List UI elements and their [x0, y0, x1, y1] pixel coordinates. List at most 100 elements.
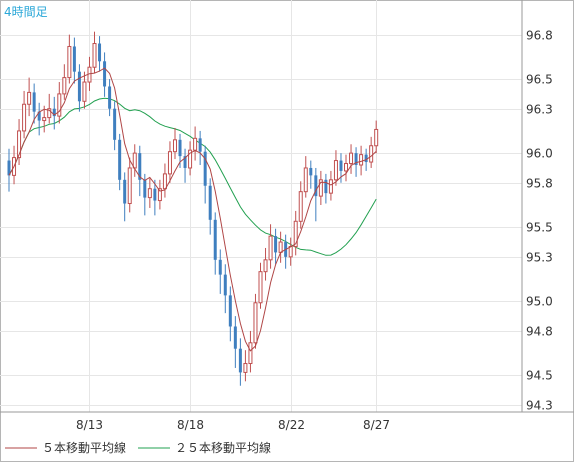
candle-body: [52, 108, 56, 117]
candle-body: [143, 179, 147, 198]
candle-body: [72, 46, 76, 72]
y-tick-label: 94.5: [526, 369, 553, 383]
candle-body: [203, 151, 207, 186]
candle-body: [359, 154, 364, 166]
candle-body: [147, 188, 152, 199]
legend-ma25-label: ２５本移動平均線: [175, 440, 271, 455]
candle-body: [228, 295, 232, 327]
candle-body: [243, 363, 248, 373]
candle-body: [233, 326, 237, 349]
candle-body: [183, 156, 187, 168]
candle-body: [103, 61, 107, 87]
y-tick-label: 94.8: [526, 325, 553, 339]
candle-body: [238, 348, 242, 373]
candle-body: [274, 236, 278, 253]
y-tick-labels: 96.8 96.5 96.3 96.0 95.8 95.5 95.3 95.0 94.8 94.5…: [526, 29, 553, 413]
y-tick-label: 96.5: [526, 73, 553, 87]
x-tick-label: 8/27: [363, 418, 390, 432]
candle-body: [178, 139, 182, 157]
candle-body: [349, 152, 354, 165]
candle-body: [42, 117, 47, 122]
candle-body: [318, 179, 323, 197]
legend-ma5-label: ５本移動平均線: [42, 440, 126, 455]
candle-body: [248, 342, 253, 365]
candle-body: [303, 167, 308, 193]
y-tick-label: 95.0: [526, 295, 553, 309]
candle-body: [278, 241, 283, 253]
candle-body: [263, 259, 268, 273]
candle-body: [108, 86, 112, 109]
candles: [7, 31, 379, 386]
candle-body: [132, 152, 137, 169]
candle-body: [268, 235, 273, 261]
candle-body: [324, 179, 328, 194]
candle-body: [369, 145, 374, 163]
candle-body: [37, 111, 41, 121]
legend: ５本移動平均線 ２５本移動平均線: [5, 440, 271, 455]
candle-body: [314, 175, 318, 197]
candle-body: [218, 259, 222, 275]
candle-body: [118, 139, 122, 180]
candle-body: [113, 108, 117, 140]
y-tick-label: 95.3: [526, 251, 553, 265]
candle-body: [67, 45, 72, 79]
y-tick-label: 95.8: [526, 177, 553, 191]
candle-body: [253, 302, 258, 344]
timeframe-label: 4時間足: [4, 5, 48, 19]
candle-body: [364, 154, 368, 163]
candle-body: [162, 173, 167, 190]
candle-body: [167, 151, 172, 175]
candle-body: [188, 149, 193, 169]
x-tick-label: 8/22: [278, 418, 305, 432]
ma5-line: [8, 67, 377, 352]
candle-body: [153, 188, 157, 201]
candle-body: [82, 81, 87, 102]
candle-body: [333, 160, 338, 181]
candle-body: [208, 185, 212, 220]
candle-body: [344, 163, 349, 172]
y-tick-label: 94.3: [526, 399, 553, 413]
candle-body: [92, 43, 97, 68]
candle-body: [98, 43, 102, 62]
candle-body: [27, 91, 32, 105]
candle-body: [288, 245, 293, 258]
candle-body: [193, 137, 198, 151]
y-tick-label: 96.0: [526, 147, 553, 161]
y-tick-label: 95.5: [526, 221, 553, 235]
candle-body: [223, 274, 227, 296]
y-tick-label: 96.8: [526, 29, 553, 43]
candle-body: [258, 271, 263, 304]
candle-body: [293, 220, 298, 247]
candle-body: [354, 153, 358, 165]
candle-body: [374, 128, 379, 147]
ma25-layer: [8, 97, 377, 256]
y-tick-label: 96.3: [526, 103, 553, 117]
candle-body: [198, 138, 202, 152]
candle-body: [172, 139, 177, 153]
x-tick-labels: 8/13 8/18 8/22 8/27: [76, 418, 390, 432]
x-tick-label: 8/18: [177, 418, 204, 432]
candle-body: [123, 179, 127, 204]
candle-body: [77, 71, 81, 102]
candle-body: [17, 130, 22, 159]
ma5-layer: [8, 67, 377, 352]
candle-body: [32, 92, 36, 112]
candle-body: [57, 93, 62, 117]
x-tick-label: 8/13: [76, 418, 103, 432]
candle-body: [309, 167, 313, 176]
candle-body: [328, 179, 333, 194]
candle-body: [138, 153, 142, 180]
candle-body: [127, 167, 132, 205]
candle-body: [7, 160, 11, 176]
candle-body: [157, 188, 162, 202]
ma25-line: [8, 97, 377, 256]
candle-body: [47, 108, 52, 119]
candle-body: [213, 219, 217, 260]
candle-body: [22, 103, 27, 132]
candle-body: [62, 77, 67, 95]
candle-body: [339, 160, 343, 171]
candle-body: [298, 191, 303, 222]
